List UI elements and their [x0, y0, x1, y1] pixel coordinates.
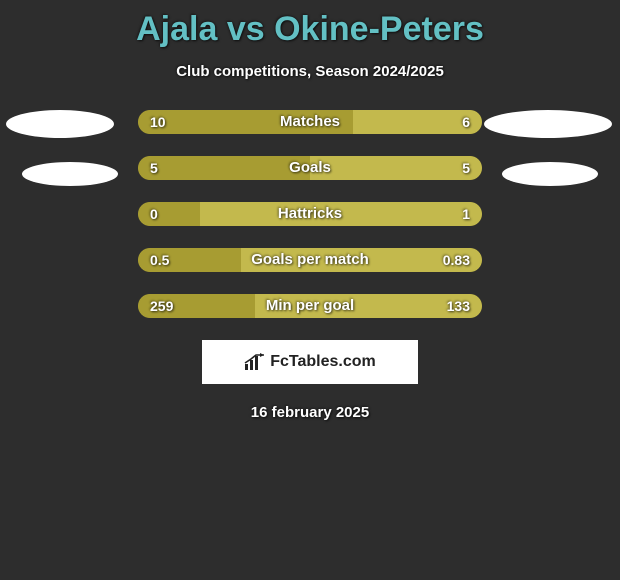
ellipse-left-large — [6, 110, 114, 138]
page-title: Ajala vs Okine-Peters — [0, 0, 620, 49]
chart-icon — [244, 353, 266, 371]
subtitle: Club competitions, Season 2024/2025 — [0, 63, 620, 80]
date-line: 16 february 2025 — [0, 404, 620, 421]
player-a-name: Ajala — [136, 10, 217, 48]
stat-row: 106Matches — [138, 110, 482, 134]
player-b-name: Okine-Peters — [274, 10, 484, 48]
stat-row: 0.50.83Goals per match — [138, 248, 482, 272]
vs-word: vs — [227, 10, 265, 48]
ellipse-right-small — [502, 162, 598, 186]
stat-rows: 106Matches 55Goals 01Hattricks 0.50.83Goals… — [138, 110, 482, 318]
ellipse-left-small — [22, 162, 118, 186]
stat-label: Min per goal — [138, 294, 482, 318]
stat-row: 55Goals — [138, 156, 482, 180]
stat-label: Matches — [138, 110, 482, 134]
brand-box: FcTables.com — [202, 340, 418, 384]
comparison-stage: 106Matches 55Goals 01Hattricks 0.50.83Goals… — [0, 110, 620, 421]
ellipse-right-large — [484, 110, 612, 138]
stat-label: Goals per match — [138, 248, 482, 272]
stat-label: Goals — [138, 156, 482, 180]
brand-text: FcTables.com — [270, 353, 376, 371]
stat-row: 259133Min per goal — [138, 294, 482, 318]
stat-label: Hattricks — [138, 202, 482, 226]
stat-row: 01Hattricks — [138, 202, 482, 226]
